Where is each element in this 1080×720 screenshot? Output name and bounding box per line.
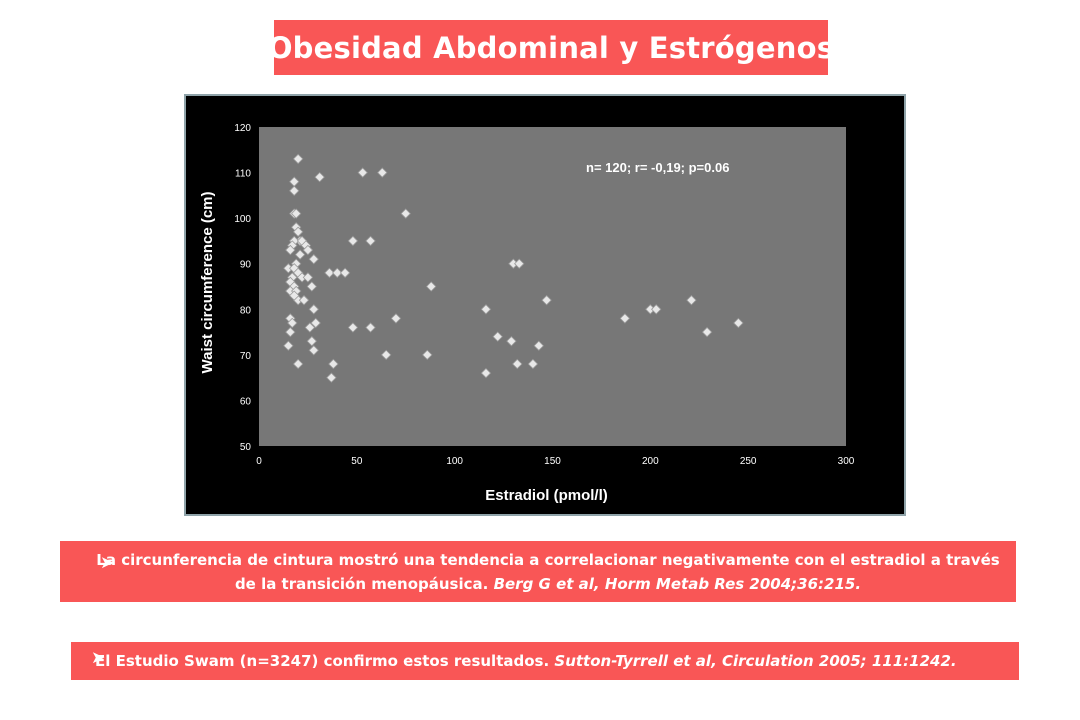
data-point [701,326,713,338]
y-tick-label: 100 [234,214,251,225]
y-tick-label: 50 [240,442,252,453]
data-point [533,340,544,351]
data-point [291,208,302,219]
data-point [285,244,296,256]
data-point [365,235,376,247]
note-swan-citation: Sutton-Tyrrell et al, Circulation 2005; … [554,652,957,670]
data-point [332,267,343,278]
plot-area [259,127,846,446]
data-point [357,167,368,178]
scatter-chart: 50 60 70 80 90 100 110 120 0 50 100 150 200 250 300 n… [199,123,855,504]
data-point [733,317,744,329]
arrow-bullet-icon: ➤ [91,648,106,668]
y-tick-label: 110 [235,169,251,180]
data-point [422,349,433,361]
x-tick-label: 0 [256,456,262,467]
data-point [314,171,325,183]
data-point [426,281,437,292]
data-point [619,313,631,324]
y-tick-label: 120 [234,123,251,134]
data-point [365,322,376,333]
x-axis-label: Estradiol (pmol/l) [485,487,608,504]
data-point [480,367,492,379]
data-point [381,349,392,361]
data-point [308,345,319,356]
note-swan: ➤ El Estudio Swam (n=3247) confirmo esto… [71,642,1019,680]
x-tick-label: 200 [642,456,659,467]
x-tick-label: 150 [544,456,561,467]
note-berg: ➤ La circunferencia de cintura mostró un… [60,541,1016,602]
data-point [541,295,552,306]
data-point [390,313,402,324]
data-point [289,290,300,301]
data-point [339,267,351,278]
y-tick-label: 80 [240,305,252,316]
x-tick-label: 100 [446,456,463,467]
data-point [512,358,523,370]
data-point [302,244,314,256]
data-point [347,235,359,247]
data-point [480,304,492,315]
data-point [308,253,319,265]
data-point [306,281,317,292]
data-point [324,267,335,278]
data-point [292,153,304,165]
data-point [492,331,503,342]
data-point [310,317,321,329]
y-axis-label: Waist circumference (cm) [199,191,216,373]
page-title: Obesidad Abdominal y Estrógenos [267,30,835,65]
data-point [377,167,388,178]
data-point [326,372,337,383]
data-point [651,304,662,315]
data-point [514,258,525,269]
x-tick-label: 50 [351,456,363,467]
data-point [292,226,304,237]
data-point [287,317,298,329]
y-axis: 50 60 70 80 90 100 110 120 [234,123,251,453]
data-point [298,295,310,306]
data-point [285,326,296,338]
chart-frame: 50 60 70 80 90 100 110 120 0 50 100 150 200 250 300 n… [184,94,906,516]
x-tick-label: 300 [838,456,855,467]
data-point [289,185,300,196]
data-point [308,304,319,315]
data-point [347,322,359,333]
data-point [292,358,304,370]
data-point [506,336,517,347]
data-point [306,336,317,347]
data-points [283,153,744,383]
data-point [302,272,314,283]
data-point [304,322,316,333]
note-swan-text: El Estudio Swam (n=3247) confirmo estos … [95,652,550,670]
data-point [400,208,411,219]
y-tick-label: 90 [240,260,252,271]
x-tick-label: 250 [740,456,757,467]
title-banner: Obesidad Abdominal y Estrógenos [268,20,834,75]
arrow-bullet-icon: ➤ [100,553,115,573]
stats-annotation: n= 120; r= -0,19; p=0.06 [586,160,729,175]
note-berg-text: La circunferencia de cintura mostró una … [96,551,1000,593]
y-tick-label: 70 [240,351,252,362]
data-point [527,358,539,370]
data-point [328,358,339,370]
data-point [283,340,294,351]
y-tick-label: 60 [240,396,252,407]
x-axis: 0 50 100 150 200 250 300 [256,456,855,467]
data-point [294,249,306,260]
data-point [686,295,697,306]
note-berg-citation: Berg G et al, Horm Metab Res 2004;36:215… [493,575,862,593]
